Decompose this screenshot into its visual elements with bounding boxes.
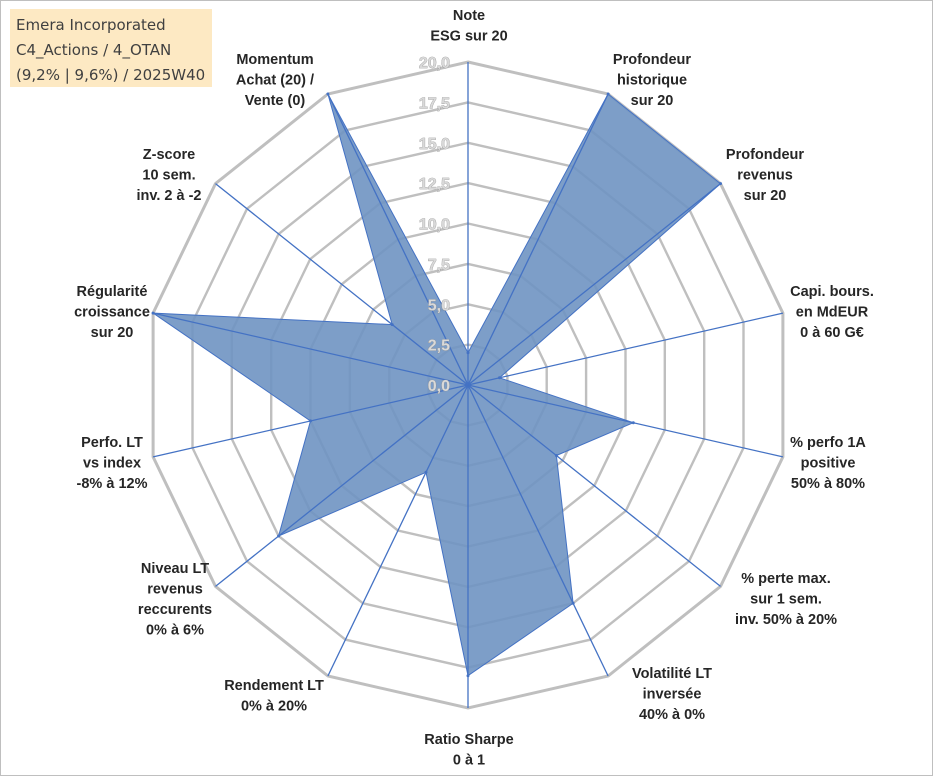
chart-title-box: Emera Incorporated C4_Actions / 4_OTAN (… <box>10 9 212 87</box>
axis-label-6-line-0: Volatilité LT <box>632 666 712 682</box>
axis-label-10-line-2: -8% à 12% <box>77 476 148 492</box>
axis-label-2-line-1: revenus <box>737 168 793 184</box>
axis-spoke-2 <box>467 183 721 386</box>
axis-label-9-line-1: revenus <box>147 582 203 598</box>
axis-label-5-line-0: % perte max. <box>741 571 830 587</box>
title-line-period: (9,2% | 9,6%) / 2025W40 <box>16 66 206 84</box>
title-line-category: C4_Actions / 4_OTAN <box>16 41 172 59</box>
axis-spoke-1 <box>467 93 609 386</box>
axis-spoke-6 <box>467 384 609 677</box>
data-point-9 <box>277 534 281 538</box>
axis-label-5-line-2: inv. 50% à 20% <box>735 612 837 628</box>
axis-label-11-line-0: Régularité <box>77 284 148 300</box>
axis-label-13: Momentum Achat (20) / Vente (0) <box>236 52 314 109</box>
axis-label-0-line-0: Note <box>453 8 485 24</box>
axis-spoke-12 <box>215 183 469 386</box>
axis-label-12-line-0: Z-score <box>143 147 195 163</box>
tick-label-5: 12,5 <box>419 176 450 193</box>
title-line-company: Emera Incorporated <box>16 16 166 34</box>
axis-label-7-line-1: 0 à 1 <box>453 753 485 769</box>
tick-label-8: 20,0 <box>419 55 450 72</box>
axis-label-7: Ratio Sharpe 0 à 1 <box>424 732 513 769</box>
axis-label-9-line-3: 0% à 6% <box>146 623 204 639</box>
data-point-6 <box>571 601 575 605</box>
axis-label-13-line-0: Momentum <box>236 52 313 68</box>
tick-label-4: 10,0 <box>419 217 450 234</box>
axis-label-2: Profondeur revenus sur 20 <box>726 147 804 204</box>
axis-label-9: Niveau LT revenus reccurents 0% à 6% <box>138 561 212 639</box>
data-point-3 <box>498 376 501 380</box>
radar-tick-labels: 0,0 2,5 5,0 7,5 10,0 12,5 15,0 17,5 20,0 <box>419 55 451 396</box>
axis-label-11-line-2: sur 20 <box>91 325 134 341</box>
axis-label-1-line-0: Profondeur <box>613 52 691 68</box>
axis-spoke-11 <box>152 312 469 386</box>
axis-label-9-line-2: reccurents <box>138 602 212 618</box>
axis-label-10-line-0: Perfo. LT <box>81 435 143 451</box>
tick-label-3: 7,5 <box>428 257 450 274</box>
axis-label-1: Profondeur historique sur 20 <box>613 52 691 109</box>
tick-label-0: 0,0 <box>428 378 450 395</box>
axis-label-8-line-0: Rendement LT <box>224 678 324 694</box>
axis-label-11: Régularité croissance sur 20 <box>74 284 150 341</box>
axis-label-13-line-1: Achat (20) / <box>236 73 314 89</box>
axis-label-1-line-1: historique <box>617 73 687 89</box>
axis-label-9-line-0: Niveau LT <box>141 561 209 577</box>
data-point-2 <box>719 182 722 186</box>
axis-spoke-9 <box>215 384 469 587</box>
axis-label-3: Capi. bours. en MdEUR 0 à 60 G€ <box>790 284 874 341</box>
data-point-11 <box>151 311 155 315</box>
axis-label-10: Perfo. LT vs index -8% à 12% <box>77 435 148 492</box>
data-point-4 <box>631 421 635 425</box>
axis-label-10-line-1: vs index <box>83 456 141 472</box>
data-point-8 <box>424 470 428 474</box>
axis-label-1-line-2: sur 20 <box>631 93 674 109</box>
data-point-13 <box>326 92 330 96</box>
data-point-1 <box>606 92 610 96</box>
axis-spoke-8 <box>327 384 469 677</box>
data-point-12 <box>390 323 394 327</box>
axis-label-0-line-1: ESG sur 20 <box>430 29 507 45</box>
axis-label-5-line-1: sur 1 sem. <box>750 592 822 608</box>
axis-label-6: Volatilité LT inversée 40% à 0% <box>632 666 712 723</box>
radar-axis-labels: Note ESG sur 20 Profondeur historique sur 20… <box>74 8 874 769</box>
axis-label-7-line-0: Ratio Sharpe <box>424 732 513 748</box>
tick-label-6: 15,0 <box>419 136 450 153</box>
axis-label-4-line-1: positive <box>801 456 856 472</box>
axis-label-4: % perfo 1A positive 50% à 80% <box>790 435 866 492</box>
axis-label-0: Note ESG sur 20 <box>430 8 507 45</box>
data-point-7 <box>466 674 470 678</box>
axis-label-4-line-2: 50% à 80% <box>791 476 865 492</box>
axis-label-3-line-0: Capi. bours. <box>790 284 874 300</box>
data-point-5 <box>554 454 558 457</box>
axis-spoke-3 <box>467 312 784 386</box>
tick-label-7: 17,5 <box>419 95 450 112</box>
axis-label-12-line-1: 10 sem. <box>142 168 195 184</box>
axis-label-8: Rendement LT 0% à 20% <box>224 678 324 715</box>
data-point-0 <box>466 351 470 355</box>
axis-label-4-line-0: % perfo 1A <box>790 435 866 451</box>
axis-label-8-line-1: 0% à 20% <box>241 699 307 715</box>
axis-spoke-5 <box>467 384 721 587</box>
axis-label-2-line-2: sur 20 <box>744 188 787 204</box>
axis-label-12: Z-score 10 sem. inv. 2 à -2 <box>136 147 201 204</box>
axis-label-12-line-2: inv. 2 à -2 <box>136 188 201 204</box>
axis-spoke-13 <box>327 93 469 386</box>
axis-spoke-4 <box>467 384 784 458</box>
tick-label-1: 2,5 <box>428 338 450 355</box>
axis-label-5: % perte max. sur 1 sem. inv. 50% à 20% <box>735 571 837 628</box>
axis-label-6-line-1: inversée <box>643 687 702 703</box>
axis-label-3-line-1: en MdEUR <box>796 305 869 321</box>
axis-label-13-line-2: Vente (0) <box>245 93 306 109</box>
axis-label-11-line-1: croissance <box>74 305 150 321</box>
axis-label-6-line-2: 40% à 0% <box>639 707 705 723</box>
axis-label-3-line-2: 0 à 60 G€ <box>800 325 864 341</box>
data-point-10 <box>309 419 312 423</box>
axis-label-2-line-0: Profondeur <box>726 147 804 163</box>
tick-label-2: 5,0 <box>428 297 450 314</box>
radar-series <box>151 62 784 708</box>
